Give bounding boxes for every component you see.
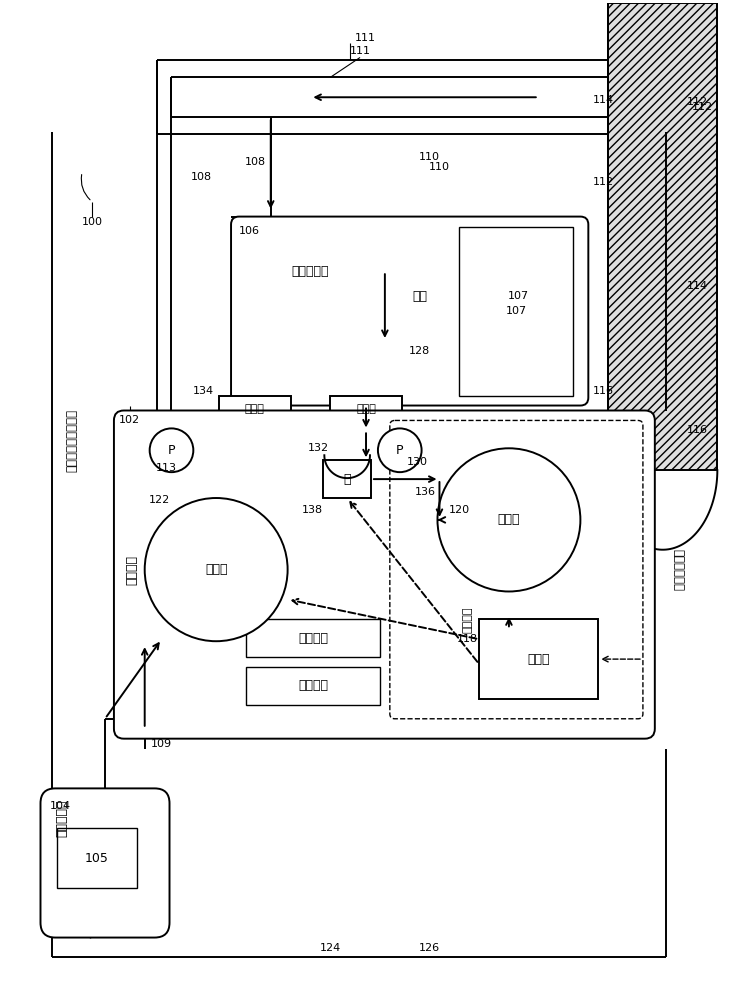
Circle shape <box>150 428 193 472</box>
FancyBboxPatch shape <box>41 788 170 938</box>
Text: 阀: 阀 <box>343 473 351 486</box>
Text: 122: 122 <box>149 495 170 505</box>
Bar <box>608 3 717 470</box>
Bar <box>57 828 137 888</box>
Text: 112: 112 <box>593 177 615 187</box>
Text: 105: 105 <box>85 852 109 864</box>
Text: 滴注流体罐: 滴注流体罐 <box>56 799 69 837</box>
Text: 132: 132 <box>308 443 329 453</box>
Bar <box>219 396 290 423</box>
Text: 104: 104 <box>50 801 71 811</box>
Text: 通信接口: 通信接口 <box>298 632 328 645</box>
Text: 116: 116 <box>687 425 708 435</box>
Text: 滴注泵: 滴注泵 <box>205 563 228 576</box>
Text: 112: 112 <box>692 102 713 112</box>
Text: 134: 134 <box>192 386 214 396</box>
FancyBboxPatch shape <box>114 410 655 739</box>
Circle shape <box>378 428 422 472</box>
Bar <box>459 227 573 396</box>
Text: 控制信号: 控制信号 <box>462 606 472 633</box>
Text: 控制器: 控制器 <box>528 653 550 666</box>
Text: 111: 111 <box>355 33 376 43</box>
Text: 108: 108 <box>191 172 212 182</box>
Text: 116: 116 <box>593 386 615 396</box>
Text: 128: 128 <box>409 346 430 356</box>
Text: 109: 109 <box>151 739 172 749</box>
Text: 114: 114 <box>593 95 615 105</box>
Circle shape <box>144 498 287 641</box>
Text: 112: 112 <box>687 97 708 107</box>
Bar <box>324 460 371 498</box>
Circle shape <box>438 448 581 591</box>
Text: 107: 107 <box>506 306 528 316</box>
Text: 移除流体罐: 移除流体罐 <box>292 265 329 278</box>
Text: 压力测量结果: 压力测量结果 <box>671 549 684 591</box>
Text: 气流: 气流 <box>412 290 427 303</box>
Text: 用户界面: 用户界面 <box>298 679 328 692</box>
Text: 100: 100 <box>82 217 102 227</box>
Text: 106: 106 <box>238 227 259 236</box>
Text: 108: 108 <box>245 157 266 167</box>
Text: P: P <box>396 444 404 457</box>
Text: 126: 126 <box>419 943 440 953</box>
Bar <box>246 619 380 657</box>
Text: 107: 107 <box>509 291 529 301</box>
Text: 138: 138 <box>302 505 323 515</box>
Text: 124: 124 <box>320 943 341 953</box>
Text: 130: 130 <box>407 457 428 467</box>
Text: P: P <box>168 444 175 457</box>
Text: 110: 110 <box>419 152 440 162</box>
Bar <box>479 619 598 699</box>
Text: 在负压回路中抽真空: 在负压回路中抽真空 <box>66 409 79 472</box>
Text: 通风口: 通风口 <box>245 405 265 415</box>
Text: 136: 136 <box>415 487 436 497</box>
Text: 102: 102 <box>119 415 140 425</box>
Bar <box>246 667 380 705</box>
Text: 118: 118 <box>457 634 478 644</box>
Text: 治疗设备: 治疗设备 <box>125 555 139 585</box>
Text: 气动泵: 气动泵 <box>497 513 520 526</box>
Text: 111: 111 <box>349 46 371 56</box>
Text: 120: 120 <box>449 505 470 515</box>
Text: 114: 114 <box>687 281 708 291</box>
FancyBboxPatch shape <box>231 217 588 406</box>
Bar <box>330 396 402 423</box>
Text: 113: 113 <box>156 463 177 473</box>
Text: 110: 110 <box>429 162 450 172</box>
Text: 过滤器: 过滤器 <box>356 405 376 415</box>
